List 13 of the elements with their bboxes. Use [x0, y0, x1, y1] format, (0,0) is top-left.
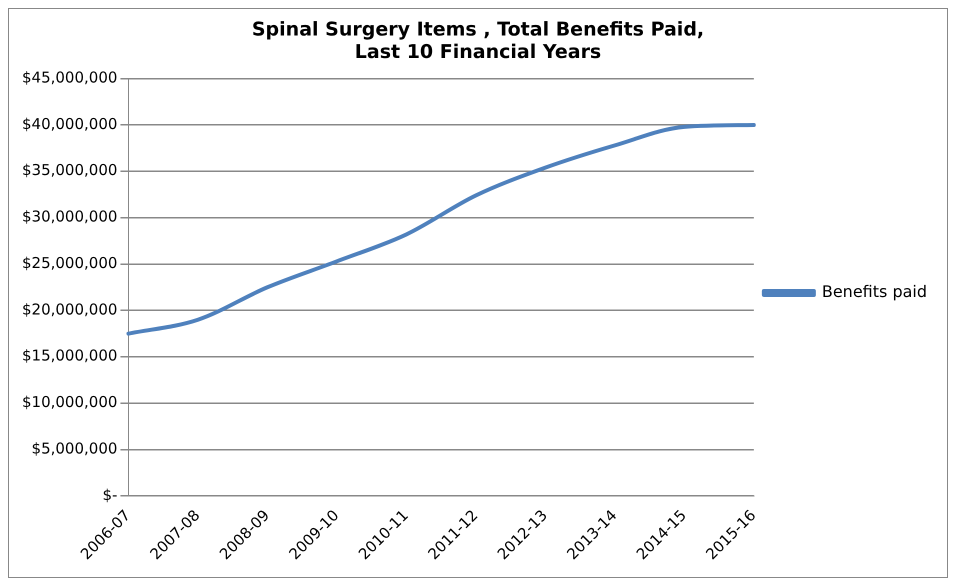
- y-tick-label: $20,000,000: [22, 300, 118, 318]
- y-tick-label: $45,000,000: [22, 68, 118, 86]
- y-tick-label: $35,000,000: [22, 161, 118, 180]
- y-tick-label: $15,000,000: [22, 346, 118, 365]
- y-tick-label: $5,000,000: [32, 439, 118, 458]
- text: Last 10 Financial Years: [354, 41, 602, 64]
- y-tick-label: $-: [102, 486, 118, 504]
- y-tick-label: $25,000,000: [22, 254, 118, 272]
- text: Spinal Surgery Items , Total Benefits Paid,: [252, 18, 704, 40]
- y-tick-label: $10,000,000: [22, 393, 118, 412]
- legend-label: Benefits paid: [822, 282, 927, 302]
- y-tick-label: $40,000,000: [22, 114, 118, 133]
- y-tick-label: $30,000,000: [22, 208, 118, 226]
